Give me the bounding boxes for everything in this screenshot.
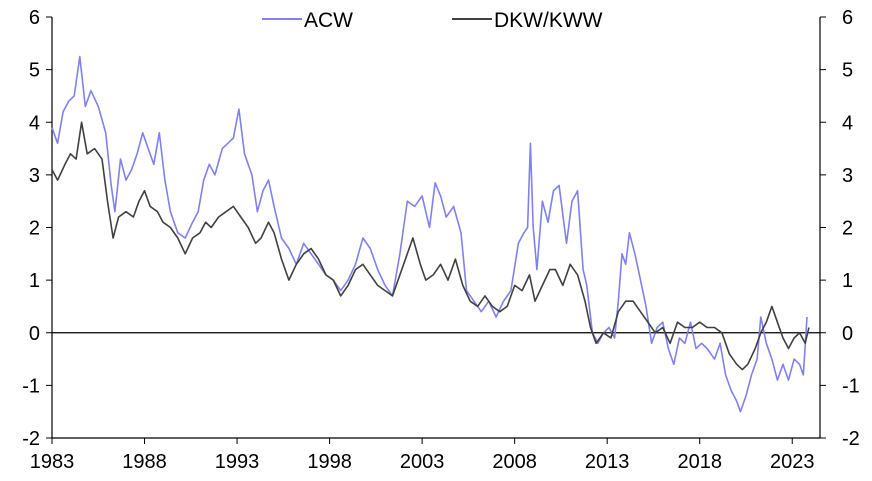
- x-tick-label: 1993: [215, 451, 260, 473]
- x-tick-label: 2008: [492, 451, 537, 473]
- y-tick-label-left: 4: [29, 112, 40, 134]
- y-tick-label-right: 5: [842, 60, 853, 82]
- legend: ACW DKW/KWW: [262, 9, 603, 32]
- y-tick-label-right: 1: [842, 270, 853, 292]
- legend-label-acw: ACW: [304, 9, 353, 32]
- y-tick-label-right: -1: [842, 375, 860, 397]
- y-tick-label-left: 0: [29, 323, 40, 345]
- x-tick-label: 1998: [307, 451, 352, 473]
- y-tick-label-left: 6: [29, 7, 40, 29]
- y-tick-label-right: 2: [842, 218, 853, 240]
- y-tick-label-right: 0: [842, 323, 853, 345]
- y-tick-label-right: -2: [842, 428, 860, 450]
- y-tick-label-left: 2: [29, 218, 40, 240]
- y-tick-label-left: -1: [22, 375, 40, 397]
- y-tick-label-left: 3: [29, 165, 40, 187]
- x-tick-label: 2018: [677, 451, 722, 473]
- x-tick-label: 2013: [585, 451, 630, 473]
- y-tick-label-left: 1: [29, 270, 40, 292]
- y-tick-label-right: 6: [842, 7, 853, 29]
- y-tick-label-right: 4: [842, 112, 853, 134]
- x-tick-label: 2023: [770, 451, 815, 473]
- legend-label-dkw-kww: DKW/KWW: [494, 9, 603, 32]
- x-tick-label: 1988: [122, 451, 167, 473]
- plot-area: -2 -2 -1 -1 0 0 1 1 2 2 3 3 4 4 5 5 6 6 1983 1988 1993 1998 20…: [22, 7, 860, 473]
- y-tick-label-right: 3: [842, 165, 853, 187]
- x-tick-label: 1983: [30, 451, 75, 473]
- x-tick-label: 2003: [400, 451, 445, 473]
- series-line-dkw-kww: [51, 121, 810, 371]
- y-tick-label-left: 5: [29, 60, 40, 82]
- y-tick-label-left: -2: [22, 428, 40, 450]
- series-line-acw: [51, 55, 808, 413]
